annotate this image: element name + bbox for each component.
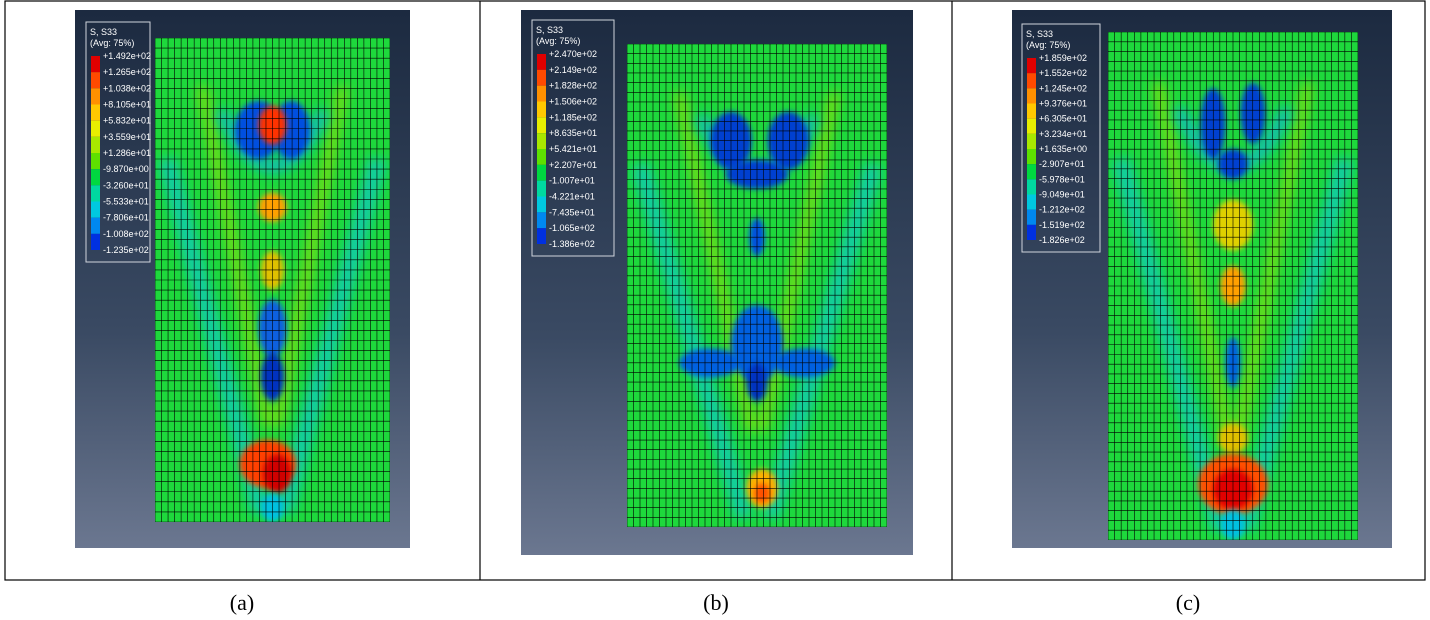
legend-swatch [91,185,100,201]
legend-value: -9.870e+00 [103,164,149,174]
legend-swatch [91,234,100,250]
legend-value: +2.149e+02 [549,65,597,75]
legend-swatch [1027,164,1036,179]
legend-swatch [537,86,546,102]
mesh [1108,32,1358,540]
legend-value: +1.506e+02 [549,97,597,107]
contour-panel: S, S33(Avg: 75%) +1.859e+02 +1.552e+02 +1.2… [1012,10,1392,615]
legend-swatch [91,121,100,137]
legend-swatch [537,54,546,70]
legend-value: +2.470e+02 [549,49,597,59]
panel-caption: (b) [703,590,729,615]
legend-value: -1.065e+02 [549,223,595,233]
legend-swatch [537,228,546,244]
legend-swatch [537,212,546,228]
legend-swatch [1027,210,1036,225]
legend-subtitle: (Avg: 75%) [1026,40,1070,50]
legend-swatch [1027,88,1036,103]
legend-value: -1.235e+02 [103,245,149,255]
stress-blob [263,454,291,493]
legend-swatch [537,181,546,197]
legend-swatch [1027,119,1036,134]
legend-value: -5.978e+01 [1039,174,1085,184]
legend-value: +1.635e+00 [1039,144,1087,154]
page: {"panels": [ {"legend_title": "S, S33", … [0,0,1430,620]
legend-swatch [91,218,100,234]
legend-swatch [91,153,100,169]
legend-value: +1.286e+01 [103,148,151,158]
legend-swatch [537,197,546,213]
legend-value: +1.038e+02 [103,83,151,93]
legend-swatch [1027,179,1036,194]
legend-swatch [537,165,546,181]
legend-value: +1.245e+02 [1039,83,1087,93]
legend-swatch [1027,149,1036,164]
legend-swatch [1027,225,1036,240]
legend-value: +1.492e+02 [103,51,151,61]
legend-swatch [537,149,546,165]
legend-swatch [1027,195,1036,210]
legend-swatch [537,102,546,118]
legend-swatch [91,72,100,88]
legend-value: -1.826e+02 [1039,235,1085,245]
legend-value: +1.859e+02 [1039,53,1087,63]
contour-panel: S, S33(Avg: 75%) +1.492e+02 +1.265e+02 +1.0… [75,10,410,615]
legend-value: -2.907e+01 [1039,159,1085,169]
legend-swatch [537,70,546,86]
legend-swatch [91,105,100,121]
panel-caption: (c) [1176,590,1200,615]
legend-swatch [1027,73,1036,88]
legend-swatch [91,88,100,104]
legend-value: +8.635e+01 [549,128,597,138]
legend-swatch [91,202,100,218]
legend-swatch [537,117,546,133]
legend-subtitle: (Avg: 75%) [536,36,580,46]
panel-caption: (a) [230,590,254,615]
legend-value: -1.519e+02 [1039,220,1085,230]
legend-value: -1.008e+02 [103,229,149,239]
legend-swatch [1027,58,1036,73]
legend-value: +1.828e+02 [549,81,597,91]
legend-value: +5.832e+01 [103,116,151,126]
legend-value: -7.806e+01 [103,213,149,223]
legend-value: -1.007e+01 [549,176,595,186]
mesh [155,38,390,522]
legend-value: +1.185e+02 [549,112,597,122]
legend-swatch [91,56,100,72]
legend-value: +5.421e+01 [549,144,597,154]
legend-value: -1.212e+02 [1039,205,1085,215]
legend-title: S, S33 [90,27,117,37]
legend-value: -4.221e+01 [549,192,595,202]
legend-value: -9.049e+01 [1039,190,1085,200]
contour-panel: S, S33(Avg: 75%) +2.470e+02 +2.149e+02 +1.8… [521,10,913,615]
legend-title: S, S33 [536,25,563,35]
legend-swatch [91,169,100,185]
legend-value: +6.305e+01 [1039,114,1087,124]
legend-value: +1.265e+02 [103,67,151,77]
legend-value: +1.552e+02 [1039,68,1087,78]
legend-swatch [537,133,546,149]
legend-value: -1.386e+02 [549,239,595,249]
legend-title: S, S33 [1026,29,1053,39]
legend-subtitle: (Avg: 75%) [90,38,134,48]
legend-value: -7.435e+01 [549,207,595,217]
legend-value: +8.105e+01 [103,100,151,110]
legend-value: -5.533e+01 [103,197,149,207]
legend-swatch [1027,104,1036,119]
legend-value: +3.559e+01 [103,132,151,142]
figure: S, S33(Avg: 75%)+1.492e+02+1.265e+02+1.0… [0,0,1430,620]
legend-swatch [91,137,100,153]
legend-value: +3.234e+01 [1039,129,1087,139]
legend-value: +9.376e+01 [1039,99,1087,109]
legend-swatch [1027,134,1036,149]
legend-value: +2.207e+01 [549,160,597,170]
mesh [627,44,887,527]
legend-value: -3.260e+01 [103,180,149,190]
